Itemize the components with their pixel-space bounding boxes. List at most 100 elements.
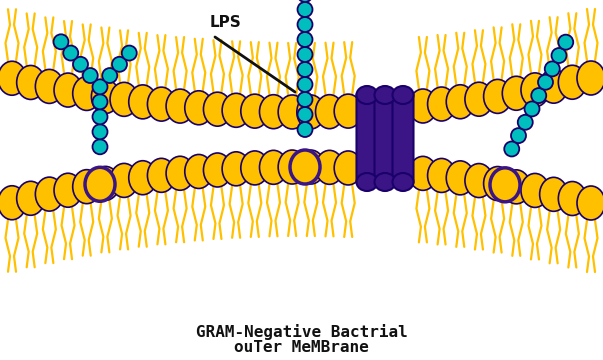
- Ellipse shape: [315, 95, 344, 129]
- FancyBboxPatch shape: [356, 93, 377, 184]
- Circle shape: [297, 107, 312, 122]
- Ellipse shape: [502, 170, 530, 204]
- Circle shape: [558, 35, 573, 50]
- Circle shape: [518, 115, 532, 130]
- Ellipse shape: [409, 156, 437, 190]
- Circle shape: [112, 57, 127, 72]
- FancyBboxPatch shape: [374, 93, 396, 184]
- Ellipse shape: [465, 163, 493, 198]
- Ellipse shape: [540, 69, 567, 103]
- Circle shape: [552, 48, 566, 63]
- Ellipse shape: [0, 186, 26, 220]
- Ellipse shape: [110, 82, 138, 116]
- Ellipse shape: [278, 95, 306, 129]
- Ellipse shape: [36, 69, 63, 103]
- Ellipse shape: [166, 156, 194, 190]
- Ellipse shape: [36, 177, 63, 211]
- Ellipse shape: [290, 150, 320, 184]
- Ellipse shape: [259, 150, 288, 184]
- Ellipse shape: [241, 151, 269, 185]
- Ellipse shape: [446, 161, 474, 195]
- Circle shape: [297, 92, 312, 107]
- Circle shape: [92, 139, 107, 154]
- Circle shape: [531, 88, 546, 103]
- Ellipse shape: [577, 61, 603, 95]
- Ellipse shape: [521, 174, 549, 207]
- Ellipse shape: [374, 173, 396, 191]
- Circle shape: [511, 128, 526, 143]
- Circle shape: [103, 68, 117, 83]
- FancyBboxPatch shape: [393, 93, 414, 184]
- Ellipse shape: [17, 181, 45, 215]
- Ellipse shape: [129, 85, 157, 119]
- Ellipse shape: [222, 93, 250, 127]
- Circle shape: [545, 61, 560, 76]
- Ellipse shape: [428, 158, 456, 193]
- Circle shape: [297, 122, 312, 137]
- Circle shape: [538, 75, 553, 90]
- Ellipse shape: [203, 153, 232, 187]
- Text: GRAM-Negative Bactrial: GRAM-Negative Bactrial: [195, 324, 408, 340]
- Circle shape: [504, 141, 519, 157]
- Ellipse shape: [73, 76, 101, 111]
- Circle shape: [297, 47, 312, 62]
- Ellipse shape: [502, 76, 530, 110]
- Ellipse shape: [484, 167, 511, 201]
- Ellipse shape: [54, 73, 82, 107]
- Ellipse shape: [166, 89, 194, 123]
- Ellipse shape: [0, 61, 26, 95]
- Ellipse shape: [259, 95, 288, 129]
- Ellipse shape: [222, 152, 250, 186]
- Ellipse shape: [356, 173, 377, 191]
- Circle shape: [83, 68, 98, 83]
- Ellipse shape: [203, 92, 232, 126]
- Ellipse shape: [85, 167, 115, 201]
- Ellipse shape: [577, 186, 603, 220]
- Circle shape: [63, 46, 78, 60]
- Circle shape: [297, 17, 312, 32]
- Ellipse shape: [558, 65, 586, 99]
- Ellipse shape: [92, 80, 119, 113]
- Ellipse shape: [110, 163, 138, 197]
- Ellipse shape: [334, 151, 362, 185]
- Ellipse shape: [558, 181, 586, 216]
- Ellipse shape: [484, 79, 511, 113]
- Ellipse shape: [315, 150, 344, 184]
- Ellipse shape: [374, 86, 396, 104]
- Ellipse shape: [17, 66, 45, 99]
- Circle shape: [54, 34, 69, 49]
- Text: LPS: LPS: [210, 15, 242, 30]
- Ellipse shape: [393, 173, 414, 191]
- Ellipse shape: [521, 73, 549, 107]
- Circle shape: [92, 124, 107, 139]
- Ellipse shape: [356, 86, 377, 104]
- Circle shape: [297, 32, 312, 47]
- Ellipse shape: [490, 168, 520, 202]
- Ellipse shape: [147, 87, 175, 121]
- Ellipse shape: [185, 154, 213, 189]
- Circle shape: [297, 62, 312, 77]
- Ellipse shape: [446, 85, 474, 119]
- Ellipse shape: [241, 94, 269, 128]
- Ellipse shape: [278, 150, 306, 184]
- Circle shape: [525, 102, 540, 116]
- Ellipse shape: [409, 89, 437, 123]
- Ellipse shape: [147, 158, 175, 192]
- Ellipse shape: [393, 86, 414, 104]
- Ellipse shape: [297, 95, 325, 129]
- Circle shape: [297, 2, 312, 17]
- Circle shape: [92, 109, 107, 124]
- Ellipse shape: [129, 161, 157, 195]
- Ellipse shape: [73, 170, 101, 204]
- Ellipse shape: [540, 177, 567, 211]
- Ellipse shape: [428, 87, 456, 121]
- Circle shape: [122, 46, 137, 60]
- Ellipse shape: [334, 94, 362, 128]
- Circle shape: [92, 79, 107, 94]
- Ellipse shape: [297, 150, 325, 184]
- Circle shape: [92, 94, 107, 109]
- Text: ouTer MeMBrane: ouTer MeMBrane: [234, 339, 369, 355]
- Ellipse shape: [54, 173, 82, 207]
- Ellipse shape: [185, 91, 213, 125]
- Ellipse shape: [465, 82, 493, 116]
